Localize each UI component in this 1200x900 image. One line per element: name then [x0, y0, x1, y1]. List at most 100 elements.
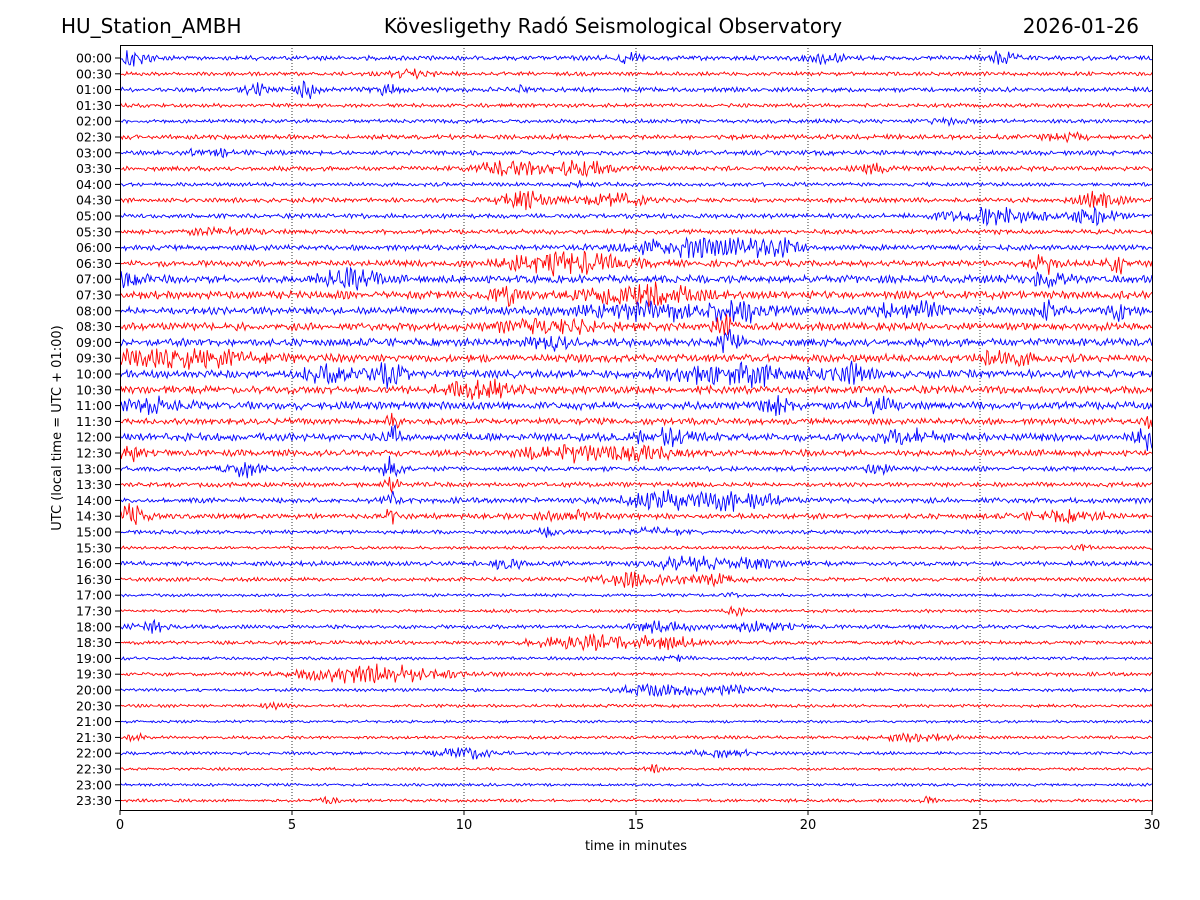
y-tick-label: 09:30	[76, 351, 112, 366]
trace-row-1130	[120, 412, 1152, 430]
y-tick-label: 03:00	[76, 145, 112, 160]
y-tick-label: 17:00	[76, 588, 112, 603]
trace-row-0330	[120, 159, 1152, 178]
y-tick-label: 04:30	[76, 193, 112, 208]
y-tick-label: 19:00	[76, 651, 112, 666]
station-name: HU_Station_AMBH	[61, 14, 242, 38]
y-tick-label: 12:00	[76, 430, 112, 445]
trace-row-0300	[120, 147, 1152, 159]
y-tick-label: 01:30	[76, 98, 112, 113]
y-tick-label: 05:30	[76, 224, 112, 239]
trace-row-1330	[120, 476, 1152, 494]
trace-row-0000	[120, 50, 1152, 67]
trace-row-2130	[120, 731, 1152, 743]
trace-row-1030	[120, 378, 1152, 400]
trace-row-2100	[120, 719, 1152, 725]
y-tick-label: 01:00	[76, 82, 112, 97]
y-tick-label: 04:00	[76, 177, 112, 192]
trace-row-2000	[120, 682, 1152, 698]
record-date: 2026-01-26	[1022, 14, 1139, 38]
y-tick-label: 22:00	[76, 746, 112, 761]
trace-row-0800	[120, 299, 1152, 324]
trace-row-1630	[120, 571, 1152, 588]
y-tick-label: 05:00	[76, 209, 112, 224]
x-tick-label: 15	[628, 818, 645, 833]
x-tick-label: 30	[1144, 818, 1161, 833]
y-tick-label: 18:30	[76, 635, 112, 650]
y-tick-label: 03:30	[76, 161, 112, 176]
y-tick-label: 23:30	[76, 793, 112, 808]
trace-row-0930	[120, 348, 1152, 370]
y-tick-label: 22:30	[76, 762, 112, 777]
y-tick-label: 12:30	[76, 446, 112, 461]
trace-row-1930	[120, 663, 1152, 684]
trace-row-0700	[120, 266, 1152, 291]
y-tick-label: 15:00	[76, 525, 112, 540]
y-tick-label: 16:00	[76, 556, 112, 571]
trace-row-1000	[120, 360, 1152, 389]
y-tick-label: 02:30	[76, 130, 112, 145]
trace-row-0130	[120, 102, 1152, 109]
y-tick-label: 06:30	[76, 256, 112, 271]
y-tick-label: 14:30	[76, 509, 112, 524]
trace-row-1300	[120, 455, 1152, 479]
plot-frame	[120, 45, 1153, 811]
y-tick-label: 23:00	[76, 777, 112, 792]
trace-row-1830	[120, 633, 1152, 652]
x-axis-label: time in minutes	[585, 839, 687, 854]
trace-row-1500	[120, 525, 1152, 538]
trace-row-1430	[120, 503, 1152, 525]
trace-row-0530	[120, 225, 1152, 237]
x-tick-label: 10	[456, 818, 473, 833]
trace-row-1730	[120, 605, 1152, 618]
y-tick-label: 21:30	[76, 730, 112, 745]
trace-row-1200	[120, 424, 1152, 451]
trace-row-0730	[120, 281, 1152, 308]
trace-row-0100	[120, 80, 1152, 100]
y-tick-label: 06:00	[76, 240, 112, 255]
trace-row-1530	[120, 543, 1152, 552]
y-tick-label: 07:30	[76, 288, 112, 303]
trace-row-0600	[120, 236, 1152, 259]
trace-row-1100	[120, 395, 1152, 417]
seismic-traces	[120, 50, 1152, 805]
trace-row-1900	[120, 654, 1152, 662]
trace-row-0900	[120, 329, 1152, 354]
trace-row-2300	[120, 782, 1152, 788]
x-tick-label: 25	[972, 818, 989, 833]
trace-row-0030	[120, 68, 1152, 81]
y-tick-label: 17:30	[76, 604, 112, 619]
x-tick-label: 0	[116, 818, 124, 833]
x-tick-label: 5	[288, 818, 296, 833]
y-tick-label: 19:30	[76, 667, 112, 682]
y-tick-label: 02:00	[76, 114, 112, 129]
y-tick-label: 21:00	[76, 714, 112, 729]
y-tick-label: 10:30	[76, 382, 112, 397]
x-axis-ticks: 0 5 10 15 20 25 30	[116, 810, 1160, 833]
trace-row-0230	[120, 131, 1152, 144]
trace-row-1800	[120, 618, 1152, 634]
trace-row-2030	[120, 700, 1152, 711]
y-tick-label: 20:30	[76, 698, 112, 713]
trace-row-1400	[120, 489, 1152, 512]
y-tick-label: 15:30	[76, 540, 112, 555]
trace-row-1230	[120, 444, 1152, 464]
trace-row-2330	[120, 795, 1152, 805]
y-tick-label: 10:00	[76, 367, 112, 382]
y-tick-label: 18:00	[76, 619, 112, 634]
trace-row-0400	[120, 180, 1152, 189]
y-tick-label: 11:00	[76, 398, 112, 413]
trace-row-2230	[120, 764, 1152, 774]
y-tick-label: 08:30	[76, 319, 112, 334]
y-tick-label: 16:30	[76, 572, 112, 587]
trace-row-1600	[120, 555, 1152, 572]
x-tick-label: 20	[800, 818, 817, 833]
trace-row-0500	[120, 206, 1152, 227]
y-axis-ticks: 00:0000:3001:0001:3002:0002:3003:0003:30…	[76, 51, 120, 808]
y-tick-label: 09:00	[76, 335, 112, 350]
y-axis-label: UTC (local time = UTC + 01:00)	[50, 325, 65, 530]
trace-row-1700	[120, 591, 1152, 599]
trace-row-0630	[120, 250, 1152, 277]
y-tick-label: 00:30	[76, 66, 112, 81]
